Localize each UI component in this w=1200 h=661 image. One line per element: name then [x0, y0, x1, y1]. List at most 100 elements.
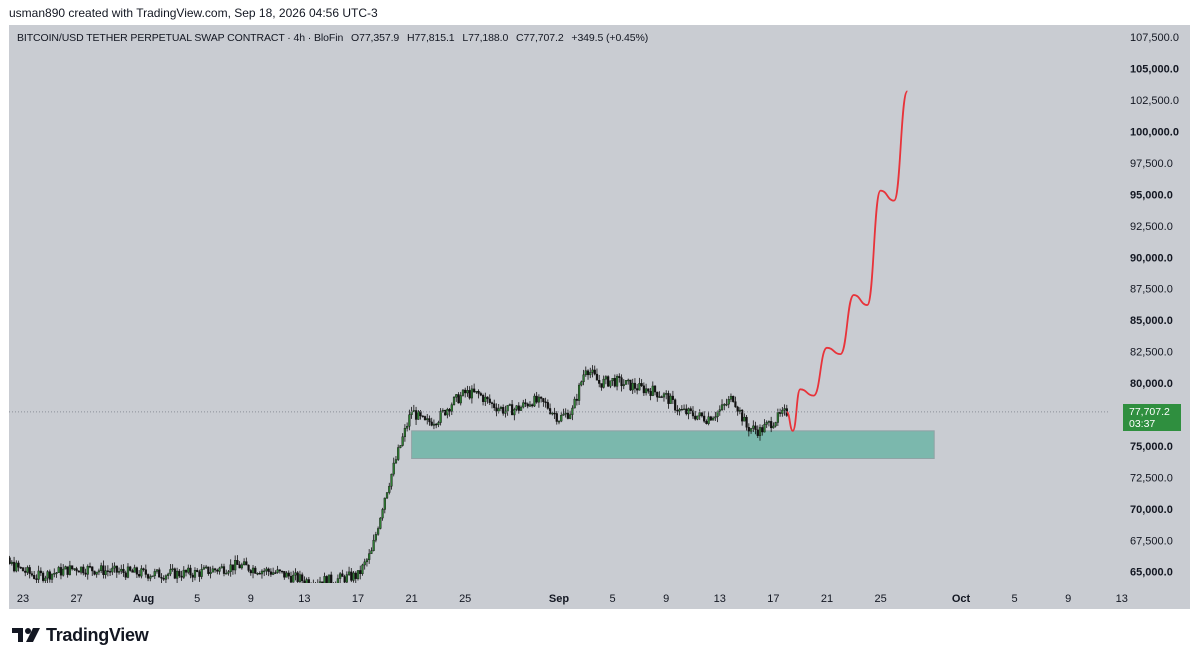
candle-body-down [736, 406, 739, 412]
candle [758, 424, 762, 441]
candle [446, 407, 449, 419]
candle-body-up [638, 383, 641, 391]
candle-body-down [691, 410, 695, 417]
candle-body-down [618, 376, 621, 378]
candle [783, 404, 786, 416]
candle [598, 374, 601, 388]
candle-body-up [225, 572, 228, 575]
candle-body-up [609, 380, 612, 387]
candle [213, 567, 217, 573]
candle [754, 421, 757, 435]
candle-body-down [144, 569, 147, 575]
candle [403, 424, 406, 442]
candle [694, 410, 697, 421]
candle [310, 582, 312, 583]
candle-body-up [515, 405, 518, 410]
candle-body-up [738, 409, 741, 412]
candle-body-up [113, 565, 116, 569]
candle-body-down [640, 383, 643, 386]
candle [573, 396, 576, 409]
candle [481, 393, 485, 406]
low-value: L77,188.0 [462, 32, 509, 44]
candle [242, 558, 246, 566]
candle-body-up [591, 369, 594, 373]
candle-body-down [477, 391, 480, 394]
candle [653, 385, 657, 396]
candle [620, 374, 623, 392]
candle [602, 375, 605, 389]
candle-body-up [205, 566, 208, 569]
candle-body-down [278, 569, 281, 572]
candle [307, 576, 310, 583]
candle-body-up [292, 574, 295, 583]
candle-body-down [21, 567, 25, 572]
candle-body-up [242, 561, 246, 565]
candle-body-up [437, 422, 440, 425]
x-tick-label: Sep [549, 593, 569, 605]
candle-body-up [10, 561, 13, 564]
candle-body-up [723, 404, 726, 406]
y-tick-label: 105,000.0 [1130, 64, 1179, 76]
candle [325, 575, 328, 583]
candle-body-down [511, 404, 514, 416]
candle [553, 407, 556, 419]
candle-body-down [93, 570, 96, 575]
candle-body-up [519, 406, 523, 411]
candle [665, 390, 668, 400]
candle-body-up [497, 408, 500, 412]
candle-body-down [283, 571, 286, 578]
candle-body-up [466, 390, 469, 394]
candle [589, 367, 592, 379]
candle-body-down [642, 385, 645, 394]
candle-body-up [484, 396, 487, 402]
candle [164, 574, 168, 583]
candle-body-down [488, 398, 491, 403]
candle-body-down [12, 561, 16, 572]
candle [359, 565, 362, 580]
y-tick-label: 92,500.0 [1130, 221, 1173, 233]
candle [562, 408, 565, 416]
candle [117, 567, 121, 575]
candle-body-down [102, 565, 105, 575]
candle [129, 565, 132, 572]
candle [140, 565, 143, 579]
candle-body-down [343, 576, 346, 583]
candle-body-down [66, 566, 69, 575]
candle [544, 397, 547, 408]
candle-body-up [365, 559, 369, 563]
candle [437, 420, 440, 428]
candle [770, 416, 773, 433]
candle [640, 379, 643, 387]
candle-body-up [403, 427, 406, 438]
candle-body-down [325, 576, 328, 583]
candle [417, 410, 420, 420]
candle [560, 412, 563, 423]
candle [198, 569, 201, 582]
price-chart[interactable]: 107,500.0 105,000.0 102,500.0 100,000.0 97,5… [9, 25, 1190, 609]
chart-pane[interactable] [9, 25, 1190, 609]
candle [397, 444, 400, 461]
candle-body-up [455, 394, 458, 398]
candle [303, 576, 306, 583]
candle-body-up [200, 569, 203, 577]
candle-body-down [761, 427, 764, 433]
candle [645, 383, 648, 396]
candle-body-down [354, 572, 357, 579]
candle-body-up [133, 567, 136, 573]
candle [479, 391, 482, 397]
candle [785, 404, 788, 417]
candle-body-up [781, 409, 784, 414]
candle [162, 575, 165, 581]
candle [24, 567, 27, 577]
candle-body-up [153, 571, 156, 577]
candle-body-down [607, 376, 610, 387]
x-tick-label: 17 [352, 593, 364, 605]
candle [772, 422, 775, 429]
candle-body-down [24, 570, 27, 573]
candle-body-down [333, 584, 335, 585]
candle-body-up [631, 382, 634, 391]
candle-body-up [240, 564, 243, 569]
candle-body-down [636, 388, 639, 391]
candle [71, 565, 74, 571]
candle [765, 420, 768, 428]
